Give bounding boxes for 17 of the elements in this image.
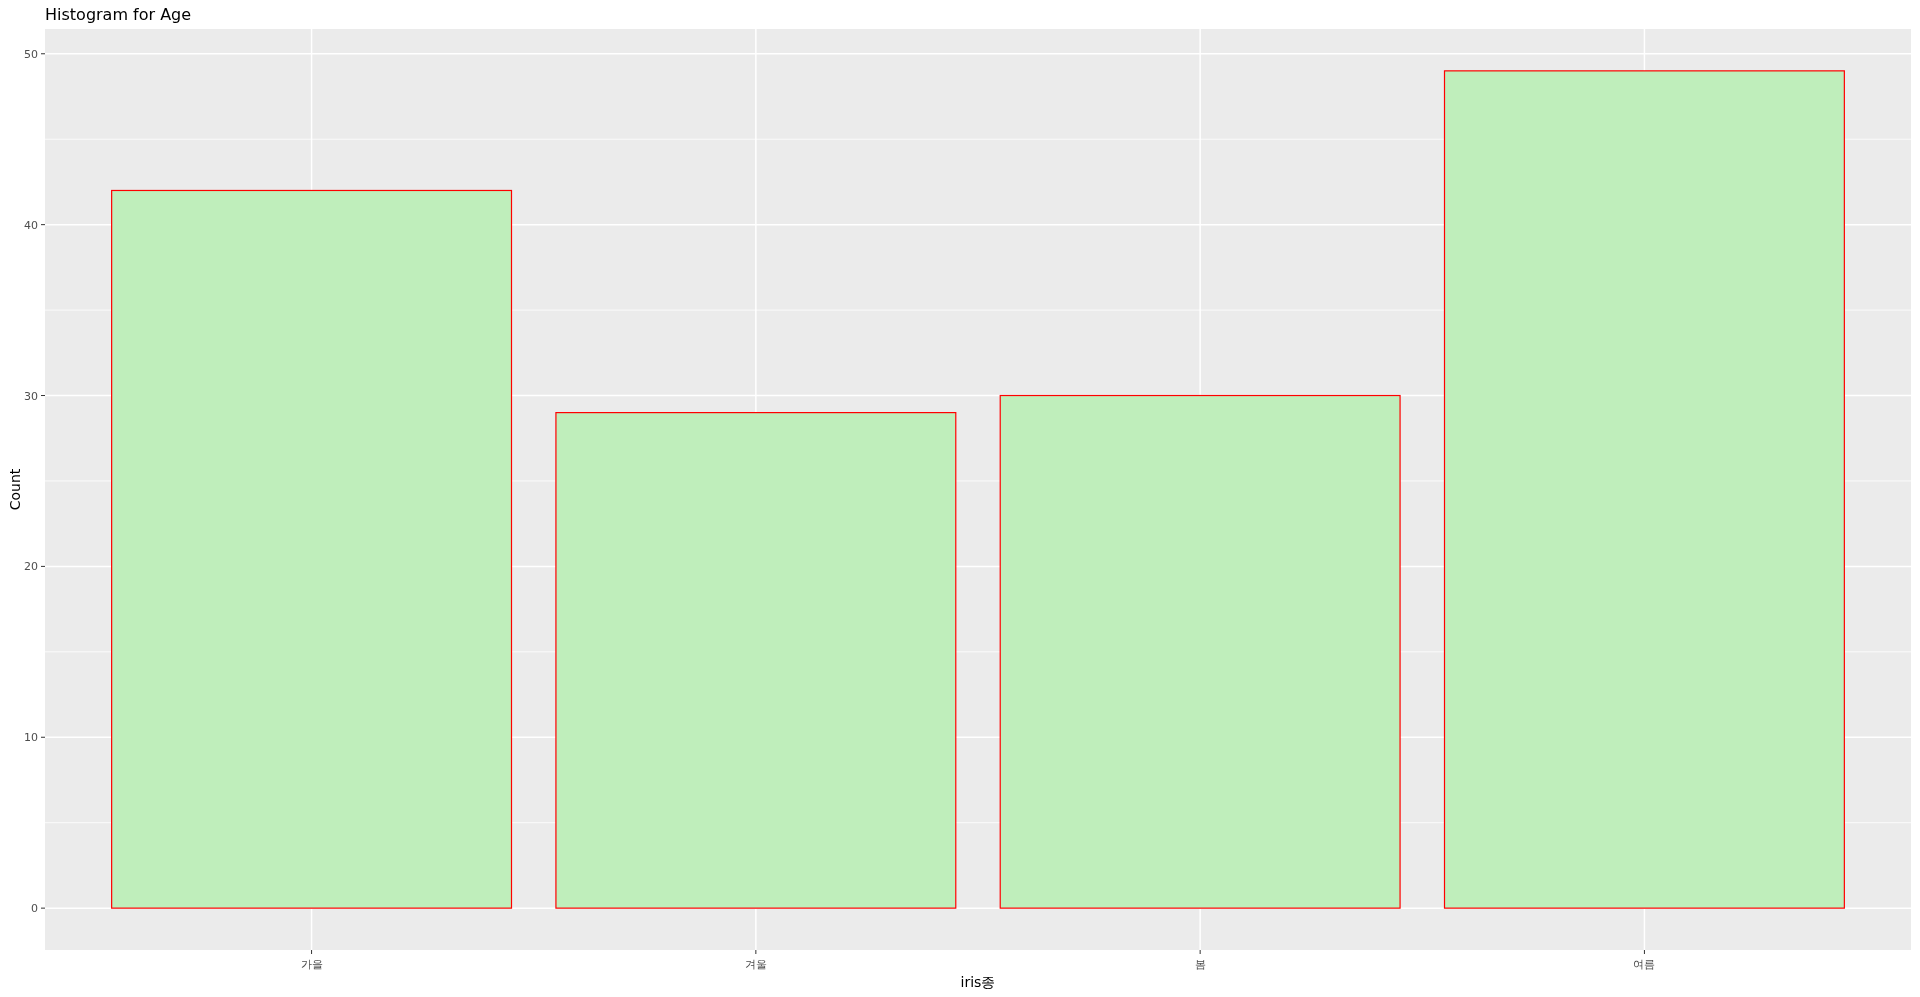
bar (555, 412, 957, 909)
x-tick-label: 여름 (1633, 958, 1656, 971)
x-tick-label: 겨울 (744, 958, 767, 971)
y-tick-label: 30 (24, 389, 38, 403)
y-tick-label: 50 (24, 47, 38, 61)
bar (111, 189, 513, 909)
y-axis-title: Count (7, 468, 23, 511)
x-axis-title: iris종 (960, 974, 996, 990)
x-tick-label: 가을 (300, 958, 323, 971)
y-tick-label: 10 (24, 731, 38, 745)
chart-title: Histogram for Age (45, 5, 192, 24)
bar (999, 394, 1401, 909)
x-tick-label: 봄 (1194, 958, 1206, 971)
y-tick-label: 40 (24, 218, 38, 232)
y-tick-label: 0 (31, 902, 38, 916)
y-tick-label: 20 (24, 560, 38, 574)
bar (1443, 70, 1845, 909)
